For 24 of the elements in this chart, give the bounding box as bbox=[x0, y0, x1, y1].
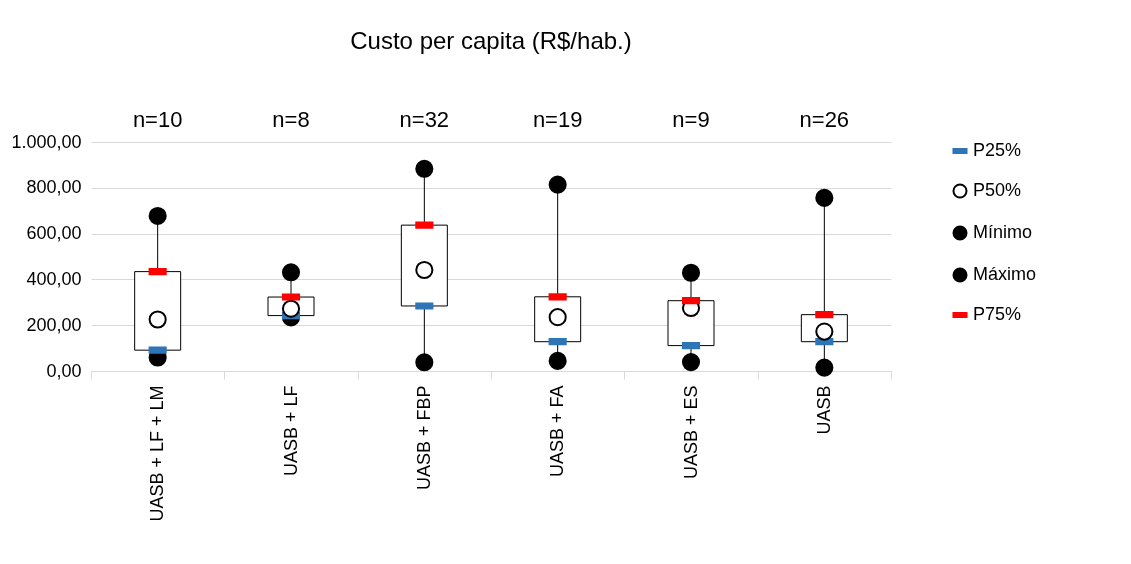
text: n=8 bbox=[272, 107, 310, 132]
legend-label: Máximo bbox=[973, 264, 1037, 284]
x-tick-label: UASB + LF + LM bbox=[147, 385, 168, 522]
y-tick-label: 200,00 bbox=[26, 314, 82, 335]
x-tick-label: UASB + FBP bbox=[413, 385, 434, 491]
x-tick-label: UASB + ES bbox=[680, 385, 701, 480]
x-tick-label: UASB + FA bbox=[547, 385, 568, 478]
y-tick-label: 800,00 bbox=[26, 177, 82, 198]
y-tick-label: 1.000,00 bbox=[11, 131, 82, 152]
x-tick-label: UASB + LF bbox=[280, 385, 301, 477]
legend-label: P50% bbox=[973, 180, 1022, 200]
text: n=9 bbox=[672, 107, 710, 132]
text: n=10 bbox=[132, 107, 183, 132]
legend-label: P75% bbox=[973, 304, 1022, 324]
y-tick-label: 0,00 bbox=[46, 360, 82, 381]
chart-title: Custo per capita (R$/hab.) bbox=[350, 27, 632, 54]
legend-label: Mínimo bbox=[973, 222, 1033, 242]
text: n=19 bbox=[532, 107, 583, 132]
legend-label: P25% bbox=[973, 140, 1022, 160]
y-tick-label: 400,00 bbox=[26, 268, 82, 289]
x-tick-label: UASB bbox=[813, 385, 834, 435]
text: n=26 bbox=[799, 107, 850, 132]
y-tick-label: 600,00 bbox=[26, 223, 82, 244]
text: n=32 bbox=[399, 107, 450, 132]
